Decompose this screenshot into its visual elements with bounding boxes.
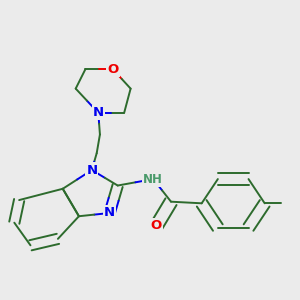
Text: N: N	[104, 206, 115, 220]
Text: N: N	[93, 106, 104, 119]
Text: O: O	[107, 63, 118, 76]
Text: NH: NH	[143, 172, 163, 186]
Text: O: O	[151, 219, 162, 232]
Text: N: N	[86, 164, 98, 176]
